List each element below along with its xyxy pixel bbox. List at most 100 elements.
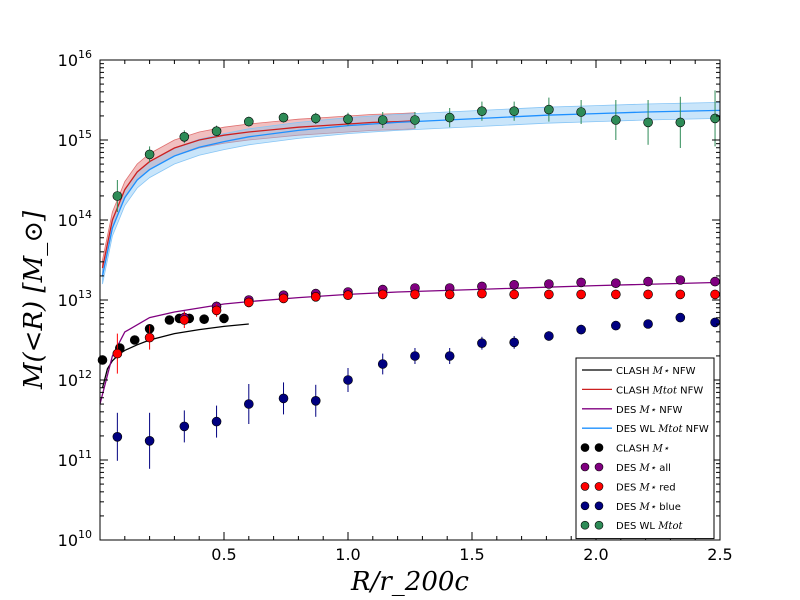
des-wl-m-tot-point bbox=[179, 132, 190, 142]
des-m-blue-point bbox=[310, 395, 321, 406]
des-wl-m-tot-nfw-band bbox=[102, 101, 721, 285]
des-wl-m-tot-point bbox=[310, 113, 321, 124]
legend-label-des-m-nfw: DES M⋆ NFW bbox=[616, 405, 682, 416]
des-m-blue-point bbox=[477, 338, 487, 349]
des-m-blue-point bbox=[278, 393, 289, 404]
des-m-red-point bbox=[509, 289, 519, 300]
des-wl-m-tot-point bbox=[112, 191, 123, 201]
des-m-red-point bbox=[710, 289, 720, 300]
legend-label-des-wl-m-tot: DES WL Mtot bbox=[616, 521, 683, 532]
des-m-red-point bbox=[179, 315, 190, 325]
x-tick-label: 0.5 bbox=[211, 545, 236, 564]
des-wl-m-tot-point bbox=[343, 114, 353, 124]
des-wl-m-tot-point bbox=[477, 106, 487, 116]
des-m-all-point bbox=[675, 275, 686, 285]
des-m-red-point bbox=[377, 289, 388, 300]
des-m-red-point bbox=[477, 288, 487, 299]
des-wl-m-tot-point bbox=[377, 115, 388, 125]
y-tick-label: 1011 bbox=[58, 448, 92, 470]
des-m-all-point bbox=[509, 279, 519, 290]
des-m-red-point bbox=[410, 289, 420, 300]
des-m-blue-point bbox=[544, 331, 554, 341]
y-tick-label: 1010 bbox=[58, 528, 92, 550]
des-wl-m-tot-point bbox=[444, 112, 455, 123]
des-m-all-point bbox=[576, 277, 586, 288]
des-m-blue-point bbox=[211, 416, 222, 427]
des-wl-m-tot-point bbox=[611, 115, 621, 125]
clash-m-point bbox=[219, 313, 229, 324]
des-m-blue-point bbox=[611, 320, 621, 331]
des-m-blue-point bbox=[244, 399, 254, 409]
y-tick-label: 1013 bbox=[58, 288, 92, 310]
y-tick-label: 1012 bbox=[58, 368, 92, 390]
des-m-blue-point bbox=[377, 359, 388, 369]
des-wl-m-tot-point bbox=[643, 117, 653, 128]
des-m-all-point bbox=[544, 279, 554, 289]
des-m-blue-point bbox=[444, 351, 455, 361]
legend-label-clash-m-nfw: CLASH M⋆ NFW bbox=[616, 366, 696, 377]
des-m-blue-point bbox=[576, 324, 586, 335]
y-tick-label: 1016 bbox=[58, 48, 92, 70]
legend-swatch-clash-m bbox=[580, 443, 590, 452]
des-m-all-point bbox=[710, 276, 720, 287]
des-wl-m-tot-point bbox=[576, 107, 586, 117]
legend-swatch-des-m-red bbox=[580, 482, 590, 491]
des-wl-m-tot-nfw-line bbox=[101, 109, 721, 277]
clash-m-point bbox=[164, 315, 175, 325]
x-tick-label: 2.0 bbox=[583, 545, 608, 564]
des-wl-m-tot-point bbox=[278, 112, 289, 123]
des-wl-m-tot-point bbox=[244, 116, 254, 127]
axis-ticks bbox=[100, 59, 721, 541]
des-m-red-point bbox=[211, 305, 222, 316]
legend-label-des-m-blue: DES M⋆ blue bbox=[616, 502, 681, 513]
legend-swatch-des-m-all bbox=[580, 462, 590, 472]
des-m-red-point bbox=[576, 289, 586, 300]
des-m-blue-point bbox=[343, 375, 353, 385]
x-axis-title: R/r_200c bbox=[350, 567, 469, 597]
des-wl-m-tot-point bbox=[675, 117, 686, 128]
y-tick-label: 1014 bbox=[58, 208, 92, 230]
des-m-red-point bbox=[611, 289, 621, 300]
des-wl-m-tot-point bbox=[410, 115, 420, 125]
des-m-blue-point bbox=[643, 319, 653, 329]
des-wl-m-tot-point bbox=[544, 104, 554, 115]
legend-swatch-des-wl-m-tot bbox=[580, 520, 590, 530]
des-wl-m-tot-point bbox=[211, 126, 222, 136]
legend-swatch-des-m-red bbox=[594, 482, 604, 491]
legend-label-clash-m: CLASH M⋆ bbox=[616, 444, 669, 455]
des-m-nfw-line bbox=[99, 281, 721, 405]
legend-swatch-clash-m bbox=[594, 443, 604, 452]
model-lines bbox=[99, 109, 721, 405]
clash-m-tot-nfw-line bbox=[101, 120, 415, 269]
legend: CLASH M⋆ NFW CLASH Mtot NFW DES M⋆ NFW DES … bbox=[575, 357, 715, 540]
legend-label-des-wl-m-tot-nfw: DES WL Mtot NFW bbox=[616, 424, 709, 435]
y-tick-label: 1015 bbox=[58, 128, 92, 150]
uncertainty-bands bbox=[102, 101, 721, 285]
des-m-red-point bbox=[643, 289, 653, 300]
tick-labels: 0.5 1.0 1.5 2.0 2.5 1010 1011 1012 1013 1014 1015 1… bbox=[58, 48, 733, 564]
legend-label-clash-m-tot-nfw: CLASH Mtot NFW bbox=[616, 385, 703, 396]
des-m-red-point bbox=[112, 348, 123, 359]
des-m-blue-point bbox=[112, 431, 123, 442]
x-tick-label: 1.5 bbox=[459, 545, 484, 564]
des-m-red-point bbox=[444, 289, 455, 300]
des-m-blue-point bbox=[179, 421, 190, 432]
legend-label-des-m-red: DES M⋆ red bbox=[616, 482, 676, 493]
clash-m-point bbox=[199, 314, 209, 325]
y-axis-title: M(<R) [M_⊙] bbox=[19, 210, 49, 390]
des-m-red-point bbox=[310, 291, 321, 302]
des-wl-m-tot-point bbox=[144, 149, 155, 160]
des-m-red-point bbox=[244, 297, 254, 308]
x-tick-label: 2.5 bbox=[707, 545, 732, 564]
des-m-red-point bbox=[278, 293, 289, 304]
des-wl-m-tot-point bbox=[710, 113, 720, 124]
legend-label-des-m-all: DES M⋆ all bbox=[616, 463, 671, 474]
clash-m-point bbox=[129, 335, 140, 345]
des-m-blue-point bbox=[410, 351, 420, 361]
des-m-blue-point bbox=[509, 337, 519, 348]
x-tick-label: 1.0 bbox=[335, 545, 360, 564]
des-m-red-point bbox=[144, 332, 155, 343]
legend-swatch-des-m-all bbox=[594, 462, 604, 472]
des-m-red-point bbox=[675, 289, 686, 300]
